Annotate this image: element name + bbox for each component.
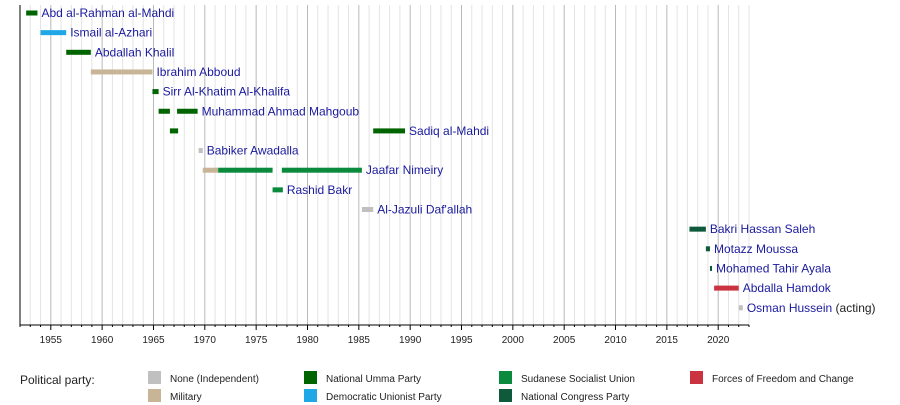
person-label: Muhammad Ahmad Mahgoub: [202, 104, 360, 118]
tenure-bar: [714, 285, 739, 291]
x-tick-label: 1985: [348, 335, 371, 346]
x-tick-label: 1965: [142, 335, 165, 346]
person-label: Babiker Awadalla: [207, 144, 299, 158]
x-tick-label: 1990: [399, 335, 422, 346]
x-tick-label: 2010: [604, 335, 627, 346]
legend-entry: Military: [170, 392, 202, 403]
legend-entry: National Umma Party: [326, 374, 421, 385]
legend: Political party: None (Independent) Milita…: [20, 371, 854, 403]
tenure-bar: [26, 10, 38, 16]
tenure-bar: [169, 128, 179, 134]
legend-swatch: [499, 389, 512, 402]
tenure-bar: [40, 30, 67, 36]
person-label: Abd al-Rahman al-Mahdi: [41, 6, 174, 20]
tenure-bar: [90, 69, 153, 75]
x-tick-label: 1995: [450, 335, 473, 346]
person-label: Ismail al-Azhari: [70, 26, 152, 40]
tenure-bar: [709, 265, 713, 271]
x-tick-label: 1975: [245, 335, 268, 346]
tenure-bar: [689, 226, 706, 232]
person-label: Abdalla Hamdok: [743, 281, 832, 295]
tenure-bar: [177, 108, 198, 114]
tenure-bar: [66, 49, 91, 55]
x-axis: 1955 1960 1965 1970 1975 1980 1985 1990 1995 2000…: [19, 5, 750, 346]
x-tick-label: 1955: [40, 335, 63, 346]
tenure-bar: [218, 167, 273, 173]
tenure-bar: [361, 207, 374, 212]
tenure-bar: [198, 148, 203, 154]
x-tick-label: 2020: [707, 335, 730, 346]
legend-swatch: [304, 389, 317, 402]
tenure-bar: [373, 128, 406, 134]
person-label: Bakri Hassan Saleh: [710, 222, 815, 236]
person-label: Ibrahim Abboud: [156, 65, 240, 79]
legend-swatch: [499, 371, 512, 384]
legend-swatch: [690, 371, 703, 384]
person-label: Abdallah Khalil: [95, 45, 174, 59]
tenure-bar: [158, 108, 170, 114]
person-label: Motazz Moussa: [714, 242, 798, 256]
legend-swatch: [148, 389, 161, 402]
tenure-bar: [738, 305, 743, 311]
legend-entry: Democratic Unionist Party: [326, 392, 442, 403]
legend-swatch: [304, 371, 317, 384]
legend-entry: None (Independent): [170, 374, 259, 385]
legend-entry: Forces of Freedom and Change: [712, 374, 854, 385]
x-tick-label: 1980: [296, 335, 319, 346]
x-tick-label: 2005: [553, 335, 576, 346]
person-label: Rashid Bakr: [287, 183, 352, 197]
row-labels: Abd al-Rahman al-Mahdi Ismail al-Azhari Ab…: [41, 6, 875, 315]
x-tick-label: 1970: [194, 335, 217, 346]
legend-entry: Sudanese Socialist Union: [521, 374, 635, 385]
person-label: Sirr Al-Khatim Al-Khalifa: [163, 85, 291, 99]
person-label: Al-Jazuli Daf'allah: [377, 203, 472, 217]
legend-swatch: [148, 371, 161, 384]
x-tick-label: 1960: [91, 335, 114, 346]
legend-title: Political party:: [20, 373, 95, 387]
legend-entry: National Congress Party: [521, 392, 629, 403]
person-label: Osman Hussein (acting): [747, 301, 876, 315]
tenure-bar: [152, 89, 159, 95]
acting-note: (acting): [832, 301, 875, 315]
tenure-bars: [26, 10, 743, 311]
person-label: Mohamed Tahir Ayala: [716, 261, 831, 275]
x-tick-label: 2015: [656, 335, 679, 346]
tenure-bar: [705, 246, 710, 252]
tenure-bar: [281, 167, 362, 173]
x-tick-label: 2000: [502, 335, 525, 346]
tenure-bar: [202, 167, 219, 173]
grid-lines: [19, 5, 750, 325]
person-label: Jaafar Nimeiry: [366, 163, 443, 177]
person-label: Sadiq al-Mahdi: [409, 124, 489, 138]
tenure-bar: [272, 187, 283, 193]
